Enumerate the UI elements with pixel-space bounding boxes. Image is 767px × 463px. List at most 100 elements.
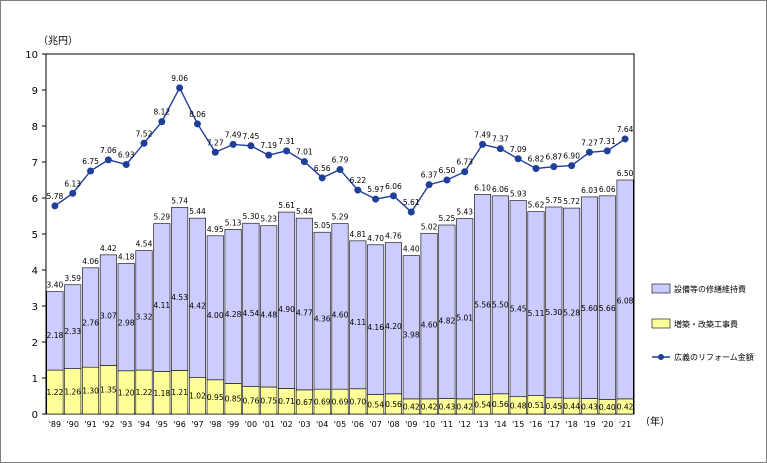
maintenance-value-label: 2.33: [64, 327, 81, 336]
bar-maintenance: [295, 217, 313, 391]
bar-maintenance: [580, 196, 598, 399]
total-point: [354, 186, 362, 194]
maintenance-value-label: 3.98: [403, 330, 420, 339]
total-point: [211, 148, 219, 156]
x-tick-label: '01: [263, 420, 275, 429]
x-tick-label: '09: [405, 420, 417, 429]
maintenance-value-label: 4.77: [296, 309, 313, 318]
total-point: [603, 147, 611, 155]
x-tick-label: '20: [601, 420, 613, 429]
total-value-label: 7.49: [474, 130, 491, 139]
total-value-label: 7.31: [599, 137, 616, 146]
renovation-value-label: 0.45: [545, 402, 562, 411]
total-value-label: 6.90: [563, 152, 580, 161]
bars-layer: [46, 179, 634, 415]
total-value-label: 7.37: [492, 135, 509, 144]
bar-maintenance: [456, 218, 474, 400]
bar-total-label: 4.54: [136, 240, 153, 249]
maintenance-value-label: 4.36: [314, 315, 331, 324]
total-value-label: 7.49: [225, 130, 242, 139]
total-value-label: 7.01: [296, 148, 313, 157]
x-tick-label: '11: [441, 420, 453, 429]
maintenance-value-label: 5.50: [492, 301, 509, 310]
total-value-label: 8.06: [189, 110, 206, 119]
total-point: [69, 189, 77, 197]
y-tick-label: 10: [25, 50, 38, 61]
maintenance-value-label: 4.60: [421, 320, 438, 329]
total-value-label: 6.79: [332, 156, 349, 165]
bar-total-label: 4.18: [118, 253, 135, 262]
total-point: [51, 202, 59, 210]
total-point: [496, 145, 504, 153]
bar-maintenance: [509, 200, 527, 398]
total-value-label: 7.31: [278, 137, 295, 146]
total-point: [283, 147, 291, 155]
bar-total-label: 5.93: [510, 190, 527, 199]
total-point: [158, 118, 166, 126]
total-value-label: 6.93: [118, 151, 135, 160]
y-tick-label: 2: [32, 338, 38, 349]
bar-maintenance: [402, 255, 420, 400]
renovation-value-label: 0.95: [207, 393, 224, 402]
maintenance-value-label: 5.30: [545, 308, 562, 317]
maintenance-value-label: 4.00: [207, 311, 224, 320]
bar-maintenance: [260, 225, 278, 388]
bar-maintenance: [545, 206, 563, 399]
bar-total-label: 6.06: [492, 185, 509, 194]
x-tick-label: '05: [334, 420, 346, 429]
bar-total-label: 5.23: [260, 215, 277, 224]
x-tick-label: '02: [280, 420, 292, 429]
x-tick-label: '03: [298, 420, 310, 429]
renovation-value-label: 0.44: [563, 402, 580, 411]
renovation-value-label: 0.51: [528, 401, 545, 410]
bar-maintenance: [474, 194, 492, 395]
renovation-value-label: 0.69: [314, 398, 331, 407]
bar-total-label: 5.72: [563, 197, 580, 206]
total-point: [104, 156, 112, 164]
total-value-label: 6.56: [314, 164, 331, 173]
bar-total-label: 6.03: [581, 186, 598, 195]
total-point: [479, 140, 487, 148]
bar-maintenance: [384, 242, 402, 395]
total-point: [247, 142, 255, 150]
bar-total-label: 5.29: [332, 213, 349, 222]
maintenance-value-label: 4.16: [367, 323, 384, 332]
x-tick-label: '14: [494, 420, 506, 429]
bar-total-label: 5.29: [153, 213, 170, 222]
maintenance-value-label: 6.08: [617, 296, 634, 305]
total-value-label: 7.64: [617, 125, 634, 134]
x-tick-label: '91: [84, 420, 96, 429]
x-tick-label: '94: [138, 420, 150, 429]
x-tick-label: '10: [423, 420, 435, 429]
maintenance-value-label: 5.66: [599, 304, 616, 313]
maintenance-value-label: 4.48: [260, 310, 277, 319]
total-value-label: 6.13: [64, 179, 81, 188]
x-tick-label: '07: [369, 420, 381, 429]
legend-label-renovation: 増築・改築工事費: [674, 319, 738, 329]
renovation-value-label: 0.69: [332, 398, 349, 407]
renovation-value-label: 1.30: [82, 387, 99, 396]
bar-total-label: 4.81: [349, 230, 366, 239]
bar-total-label: 5.02: [421, 222, 438, 231]
bar-total-label: 5.43: [456, 208, 473, 217]
x-tick-label: '96: [173, 420, 185, 429]
total-value-label: 9.06: [171, 74, 188, 83]
total-value-label: 7.06: [100, 146, 117, 155]
x-tick-label: '21: [619, 420, 631, 429]
total-point: [425, 181, 433, 189]
total-point: [407, 208, 415, 216]
line-layer: [51, 84, 629, 216]
bar-total-label: 5.44: [296, 207, 313, 216]
bar-maintenance: [616, 179, 634, 400]
renovation-value-label: 0.85: [225, 395, 242, 404]
total-point: [229, 140, 237, 148]
y-tick-label: 5: [32, 230, 38, 241]
total-point: [585, 148, 593, 156]
total-value-label: 5.78: [47, 192, 64, 201]
y-tick-label: 8: [32, 122, 38, 133]
y-tick-label: 3: [32, 302, 38, 313]
total-point: [122, 161, 130, 169]
renovation-value-label: 0.48: [510, 401, 527, 410]
